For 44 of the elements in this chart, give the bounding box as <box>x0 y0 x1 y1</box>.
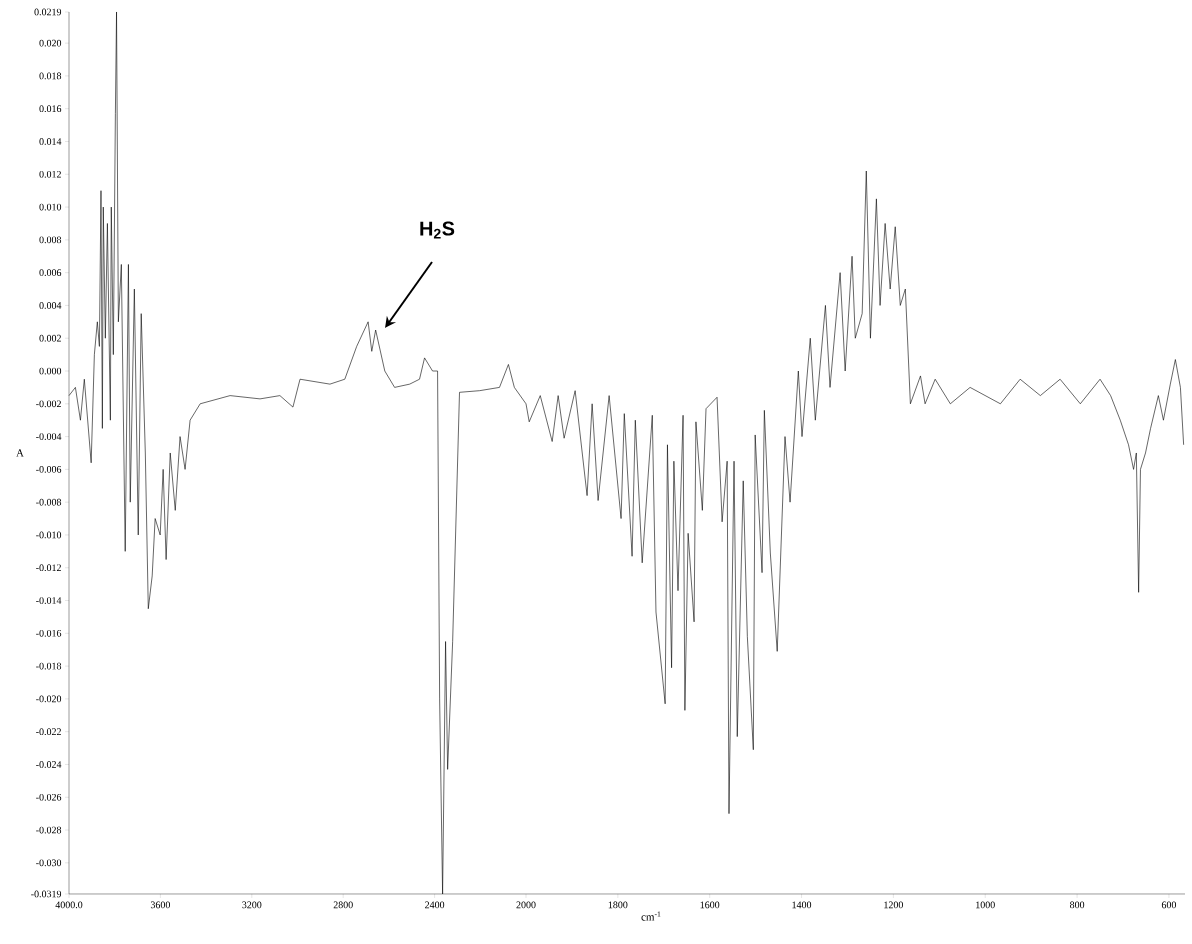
y-tick-label: 0.006 <box>39 269 62 277</box>
y-tick-label: 0.002 <box>39 334 61 342</box>
y-tick-label: -0.026 <box>36 793 62 801</box>
y-tick-label: -0.030 <box>36 859 62 867</box>
y-tick-label: -0.002 <box>36 400 61 408</box>
x-tick-label: 1400 <box>792 901 812 909</box>
y-tick-label: -0.028 <box>36 826 62 834</box>
y-tick-label: 0.000 <box>39 367 62 375</box>
y-tick-label: 0.018 <box>39 72 62 80</box>
y-tick-label: -0.004 <box>36 433 62 440</box>
x-tick-label: 2000 <box>516 901 536 909</box>
y-tick-label: 0.016 <box>39 105 62 113</box>
y-tick-label: 0.004 <box>39 302 62 309</box>
y-axis-title: A <box>16 449 24 457</box>
x-tick-label: 2400 <box>425 901 445 909</box>
x-tick-label: 1800 <box>608 901 628 909</box>
y-tick-label: -0.022 <box>36 728 61 736</box>
y-tick-label: 0.010 <box>39 203 62 211</box>
x-tick-label: 3600 <box>150 901 170 909</box>
annotation: H$_{2}$S <box>420 221 455 239</box>
y-tick-label: 0.0219 <box>34 8 62 16</box>
x-tick-label: 600 <box>1161 901 1177 909</box>
y-tick-label: -0.012 <box>36 564 61 572</box>
y-tick-label: 0.014 <box>39 138 62 145</box>
y-tick-label: -0.008 <box>36 498 62 506</box>
y-tick-label: -0.016 <box>36 629 62 637</box>
y-tick-label: -0.014 <box>36 597 62 604</box>
y-tick-label: 0.008 <box>39 236 62 244</box>
y-tick-label: -0.006 <box>36 465 62 473</box>
x-tick-label: 1000 <box>976 901 995 909</box>
x-tick-label: 2800 <box>333 901 353 909</box>
y-tick-label: -0.0319 <box>31 890 62 898</box>
x-tick-label: 1600 <box>700 901 720 909</box>
y-tick-label: -0.018 <box>36 662 62 670</box>
y-tick-label: 0.020 <box>39 39 62 47</box>
x-tick-label: 3200 <box>242 901 262 909</box>
x-axis-title: cm$^{-1}$ <box>641 911 661 921</box>
x-tick-label: 1200 <box>884 901 903 909</box>
x-tick-label: 4000.0 <box>55 901 83 909</box>
x-tick-label: 800 <box>1069 901 1085 909</box>
y-tick-label: -0.010 <box>36 531 62 539</box>
y-tick-label: -0.020 <box>36 695 62 703</box>
y-tick-label: 0.012 <box>39 170 61 178</box>
y-tick-label: -0.024 <box>36 761 62 768</box>
